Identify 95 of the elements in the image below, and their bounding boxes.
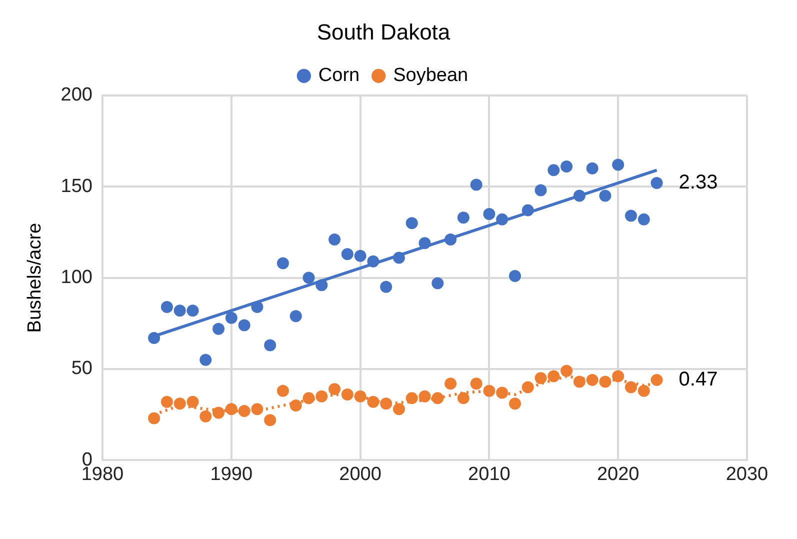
x-tick-label: 2010 bbox=[468, 464, 510, 485]
point bbox=[599, 190, 612, 202]
point bbox=[638, 213, 650, 226]
point bbox=[612, 370, 624, 382]
point bbox=[496, 213, 508, 226]
point bbox=[560, 160, 573, 173]
point bbox=[341, 248, 354, 260]
point bbox=[522, 204, 534, 216]
point bbox=[174, 304, 186, 317]
point bbox=[573, 376, 586, 388]
point bbox=[650, 176, 663, 189]
point bbox=[548, 370, 560, 382]
annotation: 0.47 bbox=[678, 368, 718, 390]
point bbox=[612, 158, 624, 171]
point bbox=[160, 396, 173, 408]
legend-label: Soybean bbox=[393, 65, 468, 86]
point bbox=[328, 233, 341, 246]
x-tick-label: 1990 bbox=[210, 464, 253, 485]
point bbox=[483, 208, 496, 220]
point bbox=[328, 383, 341, 396]
legend-label: Corn bbox=[318, 65, 360, 86]
point bbox=[470, 378, 482, 390]
point bbox=[392, 252, 405, 264]
point bbox=[432, 392, 444, 404]
point bbox=[200, 354, 212, 366]
point bbox=[225, 312, 238, 324]
point bbox=[200, 410, 212, 422]
point bbox=[548, 164, 560, 176]
point bbox=[354, 250, 366, 262]
y-tick-label: 50 bbox=[71, 358, 92, 380]
point bbox=[148, 332, 160, 344]
y-tick-label: 200 bbox=[60, 84, 92, 106]
point bbox=[148, 412, 160, 424]
point bbox=[354, 390, 366, 402]
point bbox=[650, 374, 663, 386]
point bbox=[264, 414, 276, 426]
point bbox=[444, 378, 457, 390]
point bbox=[380, 398, 392, 410]
y-tick-label: 150 bbox=[60, 176, 92, 197]
point bbox=[225, 403, 238, 416]
point bbox=[174, 398, 186, 410]
point bbox=[367, 255, 380, 268]
point bbox=[624, 381, 637, 394]
point bbox=[599, 376, 612, 388]
point bbox=[508, 398, 521, 410]
point bbox=[638, 384, 650, 397]
point bbox=[186, 304, 199, 317]
point bbox=[251, 300, 264, 313]
point bbox=[341, 388, 354, 401]
point bbox=[316, 279, 328, 292]
x-tick-label: 2000 bbox=[339, 464, 382, 485]
point bbox=[251, 403, 264, 416]
point bbox=[264, 339, 276, 352]
point bbox=[302, 272, 315, 284]
point bbox=[212, 322, 225, 335]
chart-title: South Dakota bbox=[316, 19, 451, 44]
point bbox=[522, 381, 534, 394]
point bbox=[624, 210, 637, 222]
point bbox=[316, 390, 328, 402]
point bbox=[444, 233, 457, 246]
point bbox=[496, 386, 508, 399]
point bbox=[470, 178, 482, 191]
point bbox=[586, 374, 598, 386]
annotation: 2.33 bbox=[678, 171, 718, 194]
point bbox=[160, 300, 173, 313]
point bbox=[560, 364, 573, 377]
point bbox=[457, 212, 470, 224]
x-tick-label: 2030 bbox=[726, 464, 768, 485]
point bbox=[302, 392, 315, 404]
point bbox=[534, 184, 547, 196]
point bbox=[534, 372, 547, 384]
y-axis-title: Bushels/acre bbox=[24, 222, 46, 333]
point bbox=[406, 217, 418, 230]
point bbox=[508, 270, 521, 282]
point bbox=[586, 162, 598, 174]
point bbox=[290, 399, 302, 412]
point bbox=[186, 396, 199, 408]
point bbox=[380, 280, 392, 293]
point bbox=[418, 390, 431, 402]
y-tick-label: 100 bbox=[60, 267, 92, 288]
x-tick-label: 2020 bbox=[596, 464, 640, 485]
point bbox=[432, 277, 444, 290]
point bbox=[238, 404, 250, 417]
point bbox=[212, 406, 225, 419]
point bbox=[290, 310, 302, 322]
point bbox=[457, 392, 470, 404]
point bbox=[483, 384, 496, 397]
point bbox=[276, 257, 289, 270]
point bbox=[418, 237, 431, 250]
point bbox=[392, 403, 405, 416]
point bbox=[406, 392, 418, 404]
point bbox=[238, 319, 250, 332]
point bbox=[573, 190, 586, 202]
point bbox=[276, 384, 289, 397]
point bbox=[367, 396, 380, 408]
